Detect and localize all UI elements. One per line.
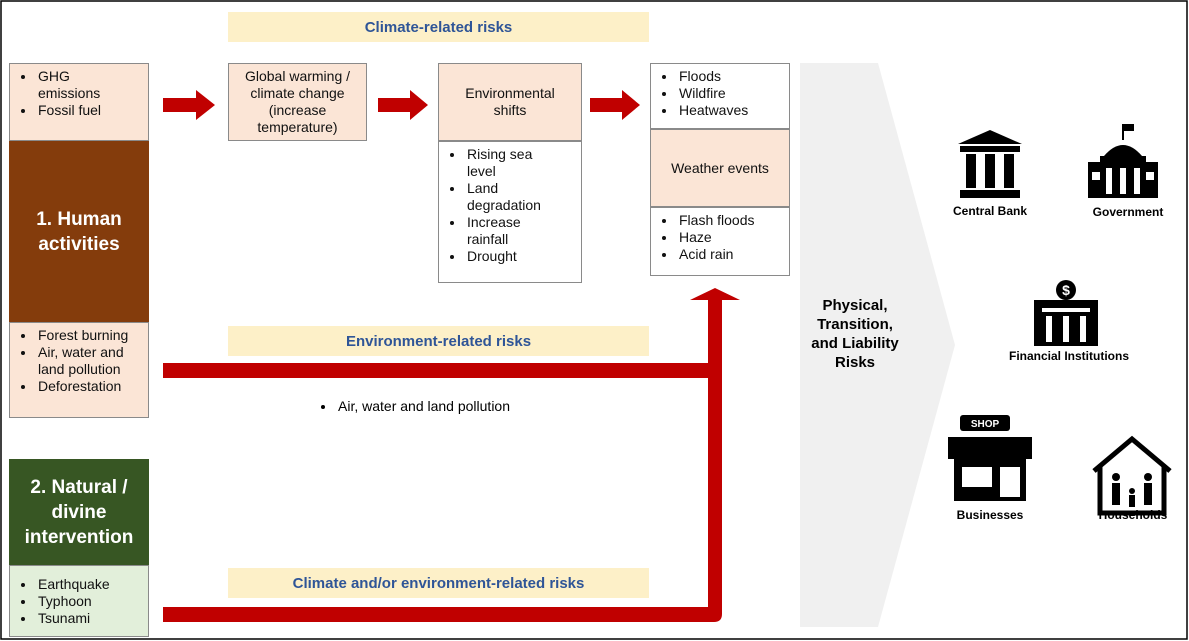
arrows	[163, 90, 740, 622]
weather-above: FloodsWildfireHeatwaves	[650, 63, 790, 129]
item: Heatwaves	[677, 102, 785, 119]
item: Typhoon	[36, 593, 144, 610]
item: Acid rain	[677, 246, 785, 263]
natural-events: EarthquakeTyphoonTsunami	[9, 565, 149, 637]
human-title: 1. Human activities	[9, 141, 149, 322]
item: Earthquake	[36, 576, 144, 593]
stakeholder-label: Households	[1098, 508, 1168, 522]
item: Land degradation	[465, 180, 557, 214]
item: Deforestation	[36, 378, 130, 395]
item: Haze	[677, 229, 785, 246]
household-icon	[1092, 435, 1172, 516]
risk-chevron	[800, 63, 955, 627]
natural-title: 2. Natural / divine intervention	[9, 459, 149, 565]
environment-note: Air, water and land pollution	[310, 394, 514, 415]
shifts-title: Environmental shifts	[438, 63, 582, 141]
item: Floods	[677, 68, 785, 85]
item: Tsunami	[36, 610, 144, 627]
item: Fossil fuel	[36, 102, 114, 119]
environment-bar	[163, 363, 722, 378]
item: Air, water and land pollution	[36, 344, 130, 378]
government-icon	[1088, 124, 1158, 198]
item: Increase rainfall	[465, 214, 557, 248]
arrow	[590, 90, 640, 120]
weather-title: Weather events	[650, 129, 790, 207]
financial-icon: $	[1034, 280, 1098, 346]
shifts-items: Rising sea levelLand degradationIncrease…	[438, 141, 582, 283]
stakeholder-label: Financial Institutions	[1008, 349, 1130, 363]
stakeholder-label: Government	[1092, 205, 1164, 219]
item: Forest burning	[36, 327, 130, 344]
arrow	[163, 90, 215, 120]
weather-below: Flash floodsHazeAcid rain	[650, 207, 790, 276]
item: Wildfire	[677, 85, 785, 102]
item: Rising sea level	[465, 146, 557, 180]
environment-drivers: Forest burningAir, water and land pollut…	[9, 322, 149, 418]
item: Drought	[465, 248, 557, 265]
stakeholder-label: Businesses	[956, 508, 1024, 522]
item: Air, water and land pollution	[336, 398, 510, 415]
risks: Physical, Transition, and Liability Risk…	[811, 297, 899, 371]
banner: Climate and/or environment-related risks	[228, 568, 649, 598]
climate-drivers: GHG emissionsFossil fuel	[9, 63, 149, 141]
svg-text:$: $	[1062, 282, 1070, 298]
central-bank-icon	[958, 130, 1022, 198]
item: GHG emissions	[36, 68, 114, 102]
business-icon: SHOP	[948, 415, 1032, 501]
item: Flash floods	[677, 212, 785, 229]
warming: Global warming / climate change (increas…	[228, 63, 367, 141]
svg-text:SHOP: SHOP	[971, 419, 1000, 430]
banner: Climate-related risks	[228, 12, 649, 42]
stakeholder-label: Central Bank	[952, 204, 1028, 218]
banner: Environment-related risks	[228, 326, 649, 356]
arrow	[378, 90, 428, 120]
